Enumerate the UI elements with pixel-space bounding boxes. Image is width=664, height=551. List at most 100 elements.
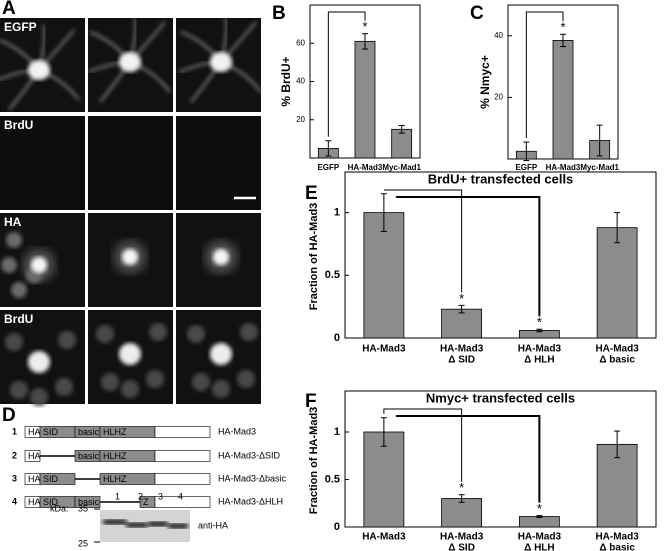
cell: [96, 325, 114, 343]
domain-label: HA: [28, 474, 41, 484]
error-bar: [398, 124, 405, 134]
chart-title: BrdU+ transfected cells: [428, 171, 574, 186]
bar: [354, 40, 376, 159]
cell: [121, 380, 139, 398]
panel-label: E: [305, 183, 318, 204]
bar: [518, 516, 560, 528]
construct-name: HA-Mad3-ΔHLH: [218, 496, 283, 506]
cell: [146, 370, 164, 388]
lane-label: 4: [178, 491, 183, 501]
error-bar: [560, 33, 566, 48]
error-bar: [536, 515, 543, 518]
x-tick-label: HA-Mad3: [362, 344, 406, 355]
y-tick-label: 0: [334, 521, 340, 533]
lane-label: 2: [138, 491, 143, 501]
cell: [10, 381, 28, 399]
micrograph: [88, 213, 173, 307]
domain-label: SID: [43, 427, 59, 437]
error-bar: [325, 140, 332, 157]
band: [103, 519, 127, 525]
bar: [363, 212, 405, 339]
nucleus: [213, 249, 229, 265]
micrograph-bg: [88, 116, 173, 210]
cell: [55, 378, 73, 396]
bracket: [327, 11, 366, 137]
y-tick-label: 0: [334, 332, 340, 344]
panel-label: D: [2, 405, 16, 426]
bar: [441, 498, 483, 528]
error-bar: [596, 124, 603, 157]
domain-label: HLHZ: [103, 474, 127, 484]
lane-label: 1: [115, 491, 120, 501]
nucleus: [28, 351, 50, 373]
y-tick-label: 60: [296, 38, 305, 47]
row-label: HA: [4, 215, 22, 229]
x-tick-label: HA-Mad3: [518, 532, 562, 543]
error-bar: [536, 328, 543, 333]
significance-star: *: [459, 291, 464, 306]
band: [148, 521, 168, 527]
x-tick-label: Myc-Mad1: [580, 163, 619, 172]
x-tick-label: Δ SID: [448, 543, 475, 551]
cell: [1, 257, 17, 273]
domain-label: HA: [28, 427, 41, 437]
bracket: [383, 189, 463, 293]
domain-label: HLHZ: [103, 427, 127, 437]
micrograph: [0, 310, 85, 406]
construct-number: 4: [12, 496, 17, 506]
nucleus: [119, 343, 141, 365]
x-tick-label: Δ SID: [448, 355, 475, 366]
bracket: [525, 11, 564, 139]
error-bar: [523, 141, 530, 162]
cell: [212, 380, 230, 398]
cell: [58, 331, 76, 349]
panel-label: C: [470, 3, 484, 24]
micrograph: [87, 16, 173, 112]
cell: [240, 323, 258, 341]
x-tick-label: Myc-Mad1: [382, 163, 421, 172]
y-tick-label: 1: [334, 426, 340, 438]
row-label: BrdU: [4, 312, 33, 326]
blot-unit: kDa:: [50, 503, 69, 513]
x-tick-label: HA-Mad3: [440, 532, 484, 543]
cell: [6, 232, 22, 248]
x-tick-label: HA-Mad3: [440, 344, 484, 355]
domain-label: HA: [28, 497, 41, 507]
panel-label: B: [272, 3, 286, 24]
y-axis-label: Fraction of HA-Mad3: [308, 203, 320, 311]
x-tick-label: Δ HLH: [524, 543, 555, 551]
nucleus: [210, 343, 232, 365]
x-tick-label: HA-Mad3: [348, 163, 383, 172]
domain-label: HA: [28, 451, 41, 461]
significance-star: *: [459, 480, 464, 495]
chart-title: Nmyc+ transfected cells: [426, 390, 575, 405]
micrograph: [176, 116, 261, 210]
cell: [5, 333, 23, 351]
construct-number: 3: [12, 473, 17, 483]
x-tick-label: HA-Mad3: [595, 532, 639, 543]
lane-label: 3: [158, 491, 163, 501]
blot-marker: 35: [78, 503, 88, 513]
soma: [28, 60, 50, 80]
nucleus: [31, 257, 47, 273]
y-tick-label: 40: [296, 77, 305, 86]
significance-star: *: [537, 501, 542, 516]
x-tick-label: Δ basic: [599, 355, 635, 366]
significance-star: *: [362, 19, 367, 34]
bar: [363, 431, 405, 528]
y-tick-label: 40: [494, 31, 503, 40]
domain-label: HLHZ: [103, 451, 127, 461]
cell: [192, 373, 210, 391]
y-tick-label: 1: [334, 207, 340, 219]
y-axis-label: Fraction of HA-Mad3: [308, 407, 320, 515]
x-tick-label: Δ basic: [599, 543, 635, 551]
domain-label: Z: [143, 497, 149, 507]
error-bar: [380, 193, 387, 232]
micrograph: [0, 213, 85, 307]
error-bar: [614, 430, 621, 459]
x-tick-label: EGFP: [515, 163, 537, 172]
tail: [154, 450, 211, 462]
micrograph: [0, 18, 85, 112]
